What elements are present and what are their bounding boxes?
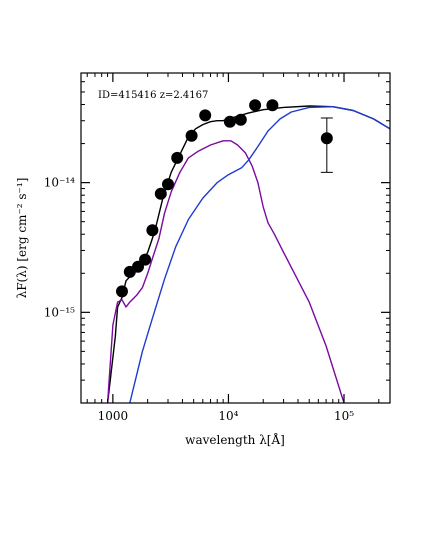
photometry-point-0: [116, 285, 128, 298]
photometry-point-4: [146, 224, 159, 237]
photometry-point-10: [223, 115, 236, 128]
plot-frame: [80, 72, 391, 404]
photometry-point-3: [139, 253, 152, 266]
sed-curve-1: [106, 140, 345, 403]
photometry-point-13: [266, 99, 279, 112]
id-annotation: ID=415416 z=2.4167: [98, 90, 208, 101]
x-tick-label: 10⁴: [218, 409, 238, 423]
photometry-point-6: [162, 178, 174, 191]
photometry-point-8: [185, 129, 198, 142]
x-tick-label: 1000: [98, 409, 129, 423]
y-tick-label: 10⁻¹⁴: [44, 176, 75, 190]
photometry-point-7: [171, 151, 184, 164]
photometry-point-9: [199, 109, 212, 122]
y-axis-label: λF(λ) [erg cm⁻² s⁻¹]: [15, 178, 29, 299]
y-tick-label: 10⁻¹⁵: [44, 305, 75, 319]
x-axis-label: wavelength λ[Å]: [185, 432, 285, 447]
errorbar-point-0: [320, 117, 333, 173]
photometry-point-11: [234, 113, 247, 126]
sed-curve-2: [129, 106, 390, 403]
photometry-point-12: [249, 99, 262, 112]
x-tick-label: 10⁵: [334, 409, 354, 423]
sed-curve-0: [106, 105, 390, 403]
photometry-point-5: [154, 187, 167, 200]
